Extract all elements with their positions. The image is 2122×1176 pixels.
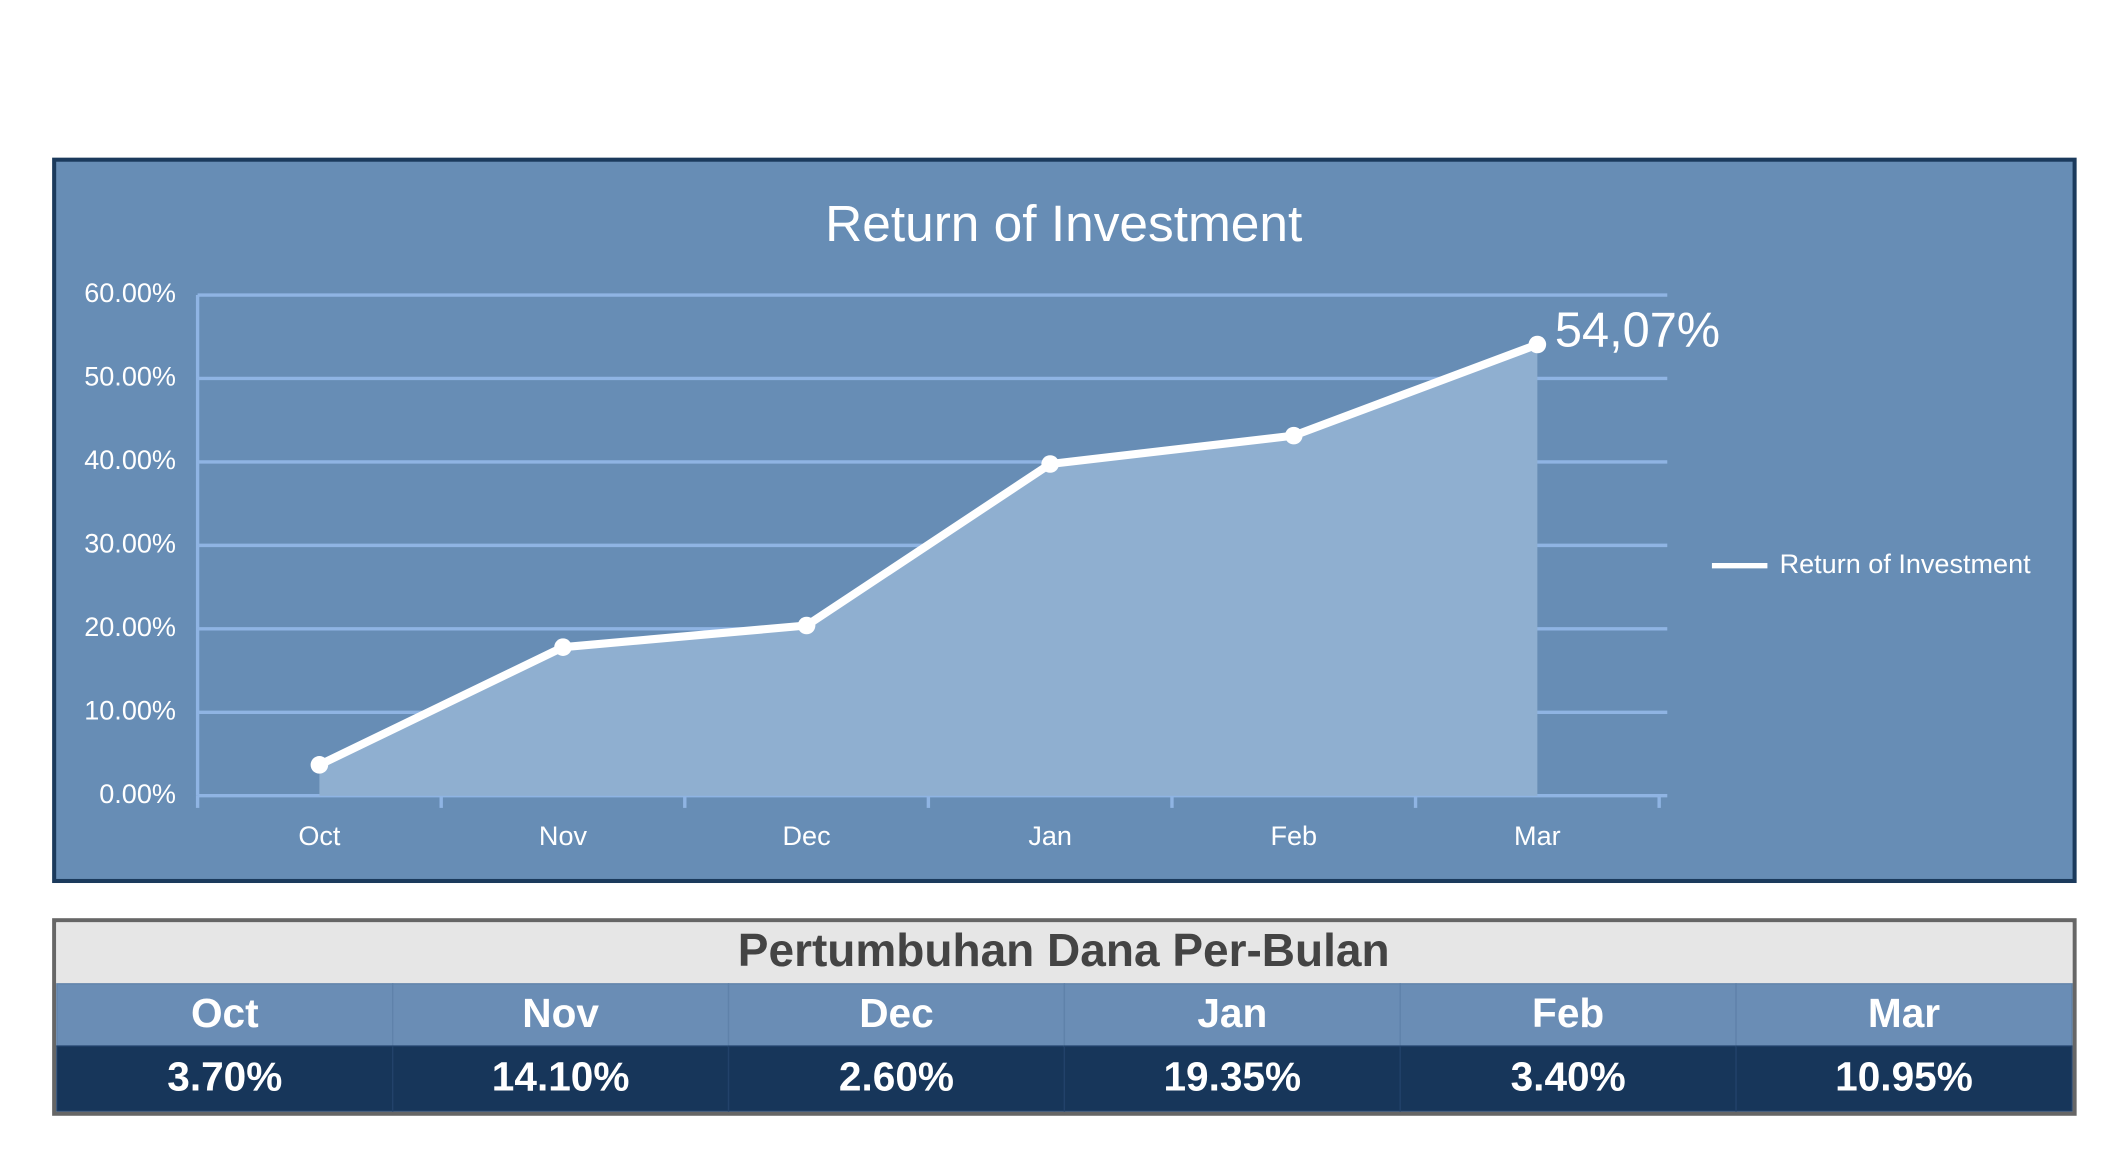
y-tick-label: 0.00% [99,779,176,809]
point [310,756,329,774]
point [554,638,572,656]
table-title: Pertumbuhan Dana Per-Bulan [738,924,1390,976]
value-cell [56,1045,394,1112]
x-tick-label: Mar [1514,821,1561,851]
header-cell [727,983,1066,1047]
x-tick-label: Dec [783,821,831,851]
x-tick-label: Oct [298,821,341,851]
header-cell [56,983,394,1047]
header-text: Mar [1868,990,1940,1036]
header-text: Jan [1197,990,1267,1036]
plot: 0.00% 10.00% 20.00% 30.00% 40.00% 50.00% 60.00… [84,278,2031,851]
line [317,340,1539,769]
table: Oct 3.70% Nov 14.10% Dec 2.60% Jan 19.35% Feb 3.4… [56,983,2073,1112]
header-text: Nov [522,990,599,1036]
value-text: 2.60% [839,1054,954,1100]
y-tick-label: 40.00% [84,445,176,475]
value-cell [1399,1045,1737,1112]
table-title-row [56,922,2072,984]
value-cell [1735,1045,2073,1112]
x-tick-label: Nov [539,821,588,851]
x-tick-label: Feb [1270,821,1317,851]
data-label: 54,07% [1555,304,1720,358]
value-text: 19.35% [1163,1054,1301,1100]
point [1528,335,1547,354]
y-tick-label: 60.00% [84,278,176,308]
point [1041,455,1059,473]
header-text: Feb [1532,990,1604,1036]
header-cell [392,983,730,1047]
header-text: Dec [859,990,933,1036]
y-tick-label: 10.00% [84,695,176,725]
value-cell [392,1045,730,1112]
y-tick-label: 30.00% [84,529,176,559]
y-tick-label: 20.00% [84,612,176,642]
point [797,616,816,635]
header-text: Oct [191,990,259,1036]
area [319,344,1538,796]
value-text: 14.10% [492,1054,630,1100]
value-cell [1063,1045,1401,1112]
chart-title: Return of Investment [825,194,1302,252]
value-text: 3.70% [167,1054,282,1100]
point [1284,426,1303,445]
x-tick-label: Jan [1028,821,1072,851]
value-cell [727,1045,1066,1112]
value-text: 3.40% [1511,1054,1626,1100]
y-tick-label: 50.00% [84,362,176,392]
value-text: 10.95% [1835,1054,1973,1100]
legend-label: Return of Investment [1780,549,2032,579]
